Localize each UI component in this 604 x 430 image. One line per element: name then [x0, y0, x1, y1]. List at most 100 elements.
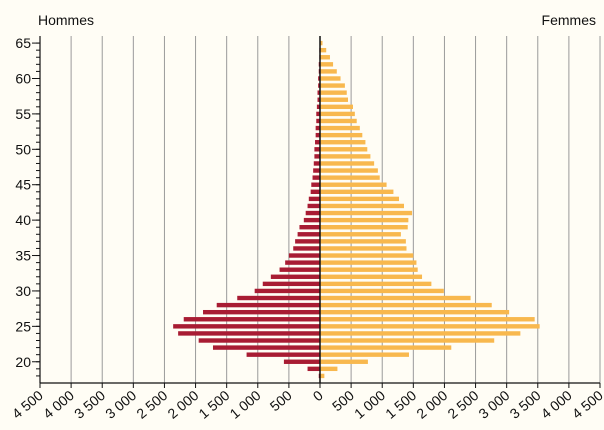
y-tick-label: 60 [15, 70, 31, 86]
bar [320, 267, 418, 272]
bar [320, 239, 406, 244]
bar [320, 154, 371, 159]
x-tick-label: 1 500 [382, 387, 419, 422]
bar [320, 309, 510, 315]
bar [262, 281, 320, 287]
bar [307, 366, 320, 372]
y-tick-label: 25 [15, 318, 31, 334]
bar [285, 260, 320, 265]
x-tick-label: 3 000 [475, 387, 512, 422]
y-tick-label: 55 [15, 106, 31, 122]
bar [320, 203, 404, 209]
bar [320, 104, 353, 110]
bar [178, 331, 320, 336]
bar [295, 239, 320, 244]
bar [320, 274, 423, 279]
bar [313, 161, 320, 166]
x-tick-label: 4 000 [538, 387, 575, 422]
x-tick-label: 4 500 [569, 387, 604, 422]
bar [317, 90, 320, 95]
y-tick-label: 50 [15, 141, 31, 157]
bar [320, 196, 400, 202]
bar [320, 317, 535, 322]
bar [254, 288, 320, 294]
bar [314, 154, 320, 159]
bar [320, 189, 394, 194]
bar [246, 352, 320, 357]
bar [320, 40, 323, 46]
bar [320, 260, 417, 265]
bar [320, 83, 345, 88]
bar [313, 168, 320, 173]
right-series-label: Femmes [542, 12, 596, 28]
bar [173, 324, 320, 329]
bar [320, 55, 330, 60]
bar [311, 182, 320, 187]
bar [320, 69, 337, 74]
bar [216, 302, 320, 308]
bar [320, 225, 408, 230]
bar [237, 295, 320, 301]
bar [320, 210, 413, 216]
bar [316, 118, 320, 124]
bar [318, 83, 320, 88]
bar [320, 281, 432, 287]
bar [314, 147, 320, 152]
bar [320, 352, 409, 357]
x-tick-label: 1 500 [195, 387, 232, 422]
bar [320, 62, 334, 67]
y-tick-label: 35 [15, 248, 31, 264]
bar [320, 90, 347, 95]
bar [320, 345, 452, 350]
bar [320, 168, 378, 173]
x-tick-label: 0 [310, 387, 326, 404]
x-tick-label: 2 000 [164, 387, 201, 422]
x-tick-label: 2 500 [444, 387, 481, 422]
bar [320, 76, 341, 81]
bar [320, 111, 355, 117]
x-tick-label: 4 500 [9, 387, 46, 422]
bar [312, 175, 320, 180]
bar [315, 132, 320, 138]
bar [320, 47, 327, 53]
left-series-label: Hommes [38, 12, 94, 28]
x-tick-label: 2 500 [133, 387, 170, 422]
bar [320, 295, 471, 301]
bar [198, 338, 320, 343]
x-tick-label: 3 000 [102, 387, 139, 422]
y-tick-label: 45 [15, 177, 31, 193]
x-tick-label: 2 000 [413, 387, 450, 422]
bar [320, 373, 325, 379]
bar [315, 125, 320, 131]
bar [310, 189, 320, 194]
bar [318, 76, 320, 81]
bar [320, 359, 368, 364]
bar [320, 161, 375, 166]
bar [320, 118, 357, 124]
y-tick-label: 30 [15, 283, 31, 299]
bar [320, 331, 521, 336]
x-tick-label: 500 [267, 387, 295, 414]
bar [320, 140, 366, 145]
bar [283, 359, 320, 364]
y-tick-label: 65 [15, 35, 31, 51]
bar [212, 345, 320, 350]
bar [297, 232, 320, 237]
bar [320, 288, 444, 294]
bar [308, 196, 320, 202]
x-tick-label: 3 500 [507, 387, 544, 422]
bar [320, 366, 338, 372]
bar [320, 147, 368, 152]
bar [320, 232, 401, 237]
y-tick-label: 40 [15, 212, 31, 228]
bar [320, 132, 363, 138]
bar [293, 246, 320, 251]
x-tick-label: 4 000 [40, 387, 77, 422]
bar [320, 97, 348, 102]
bar [315, 140, 320, 145]
bar [279, 267, 320, 272]
x-tick-label: 1 000 [227, 387, 264, 422]
bar [305, 210, 320, 216]
x-tick-label: 1 000 [351, 387, 388, 422]
